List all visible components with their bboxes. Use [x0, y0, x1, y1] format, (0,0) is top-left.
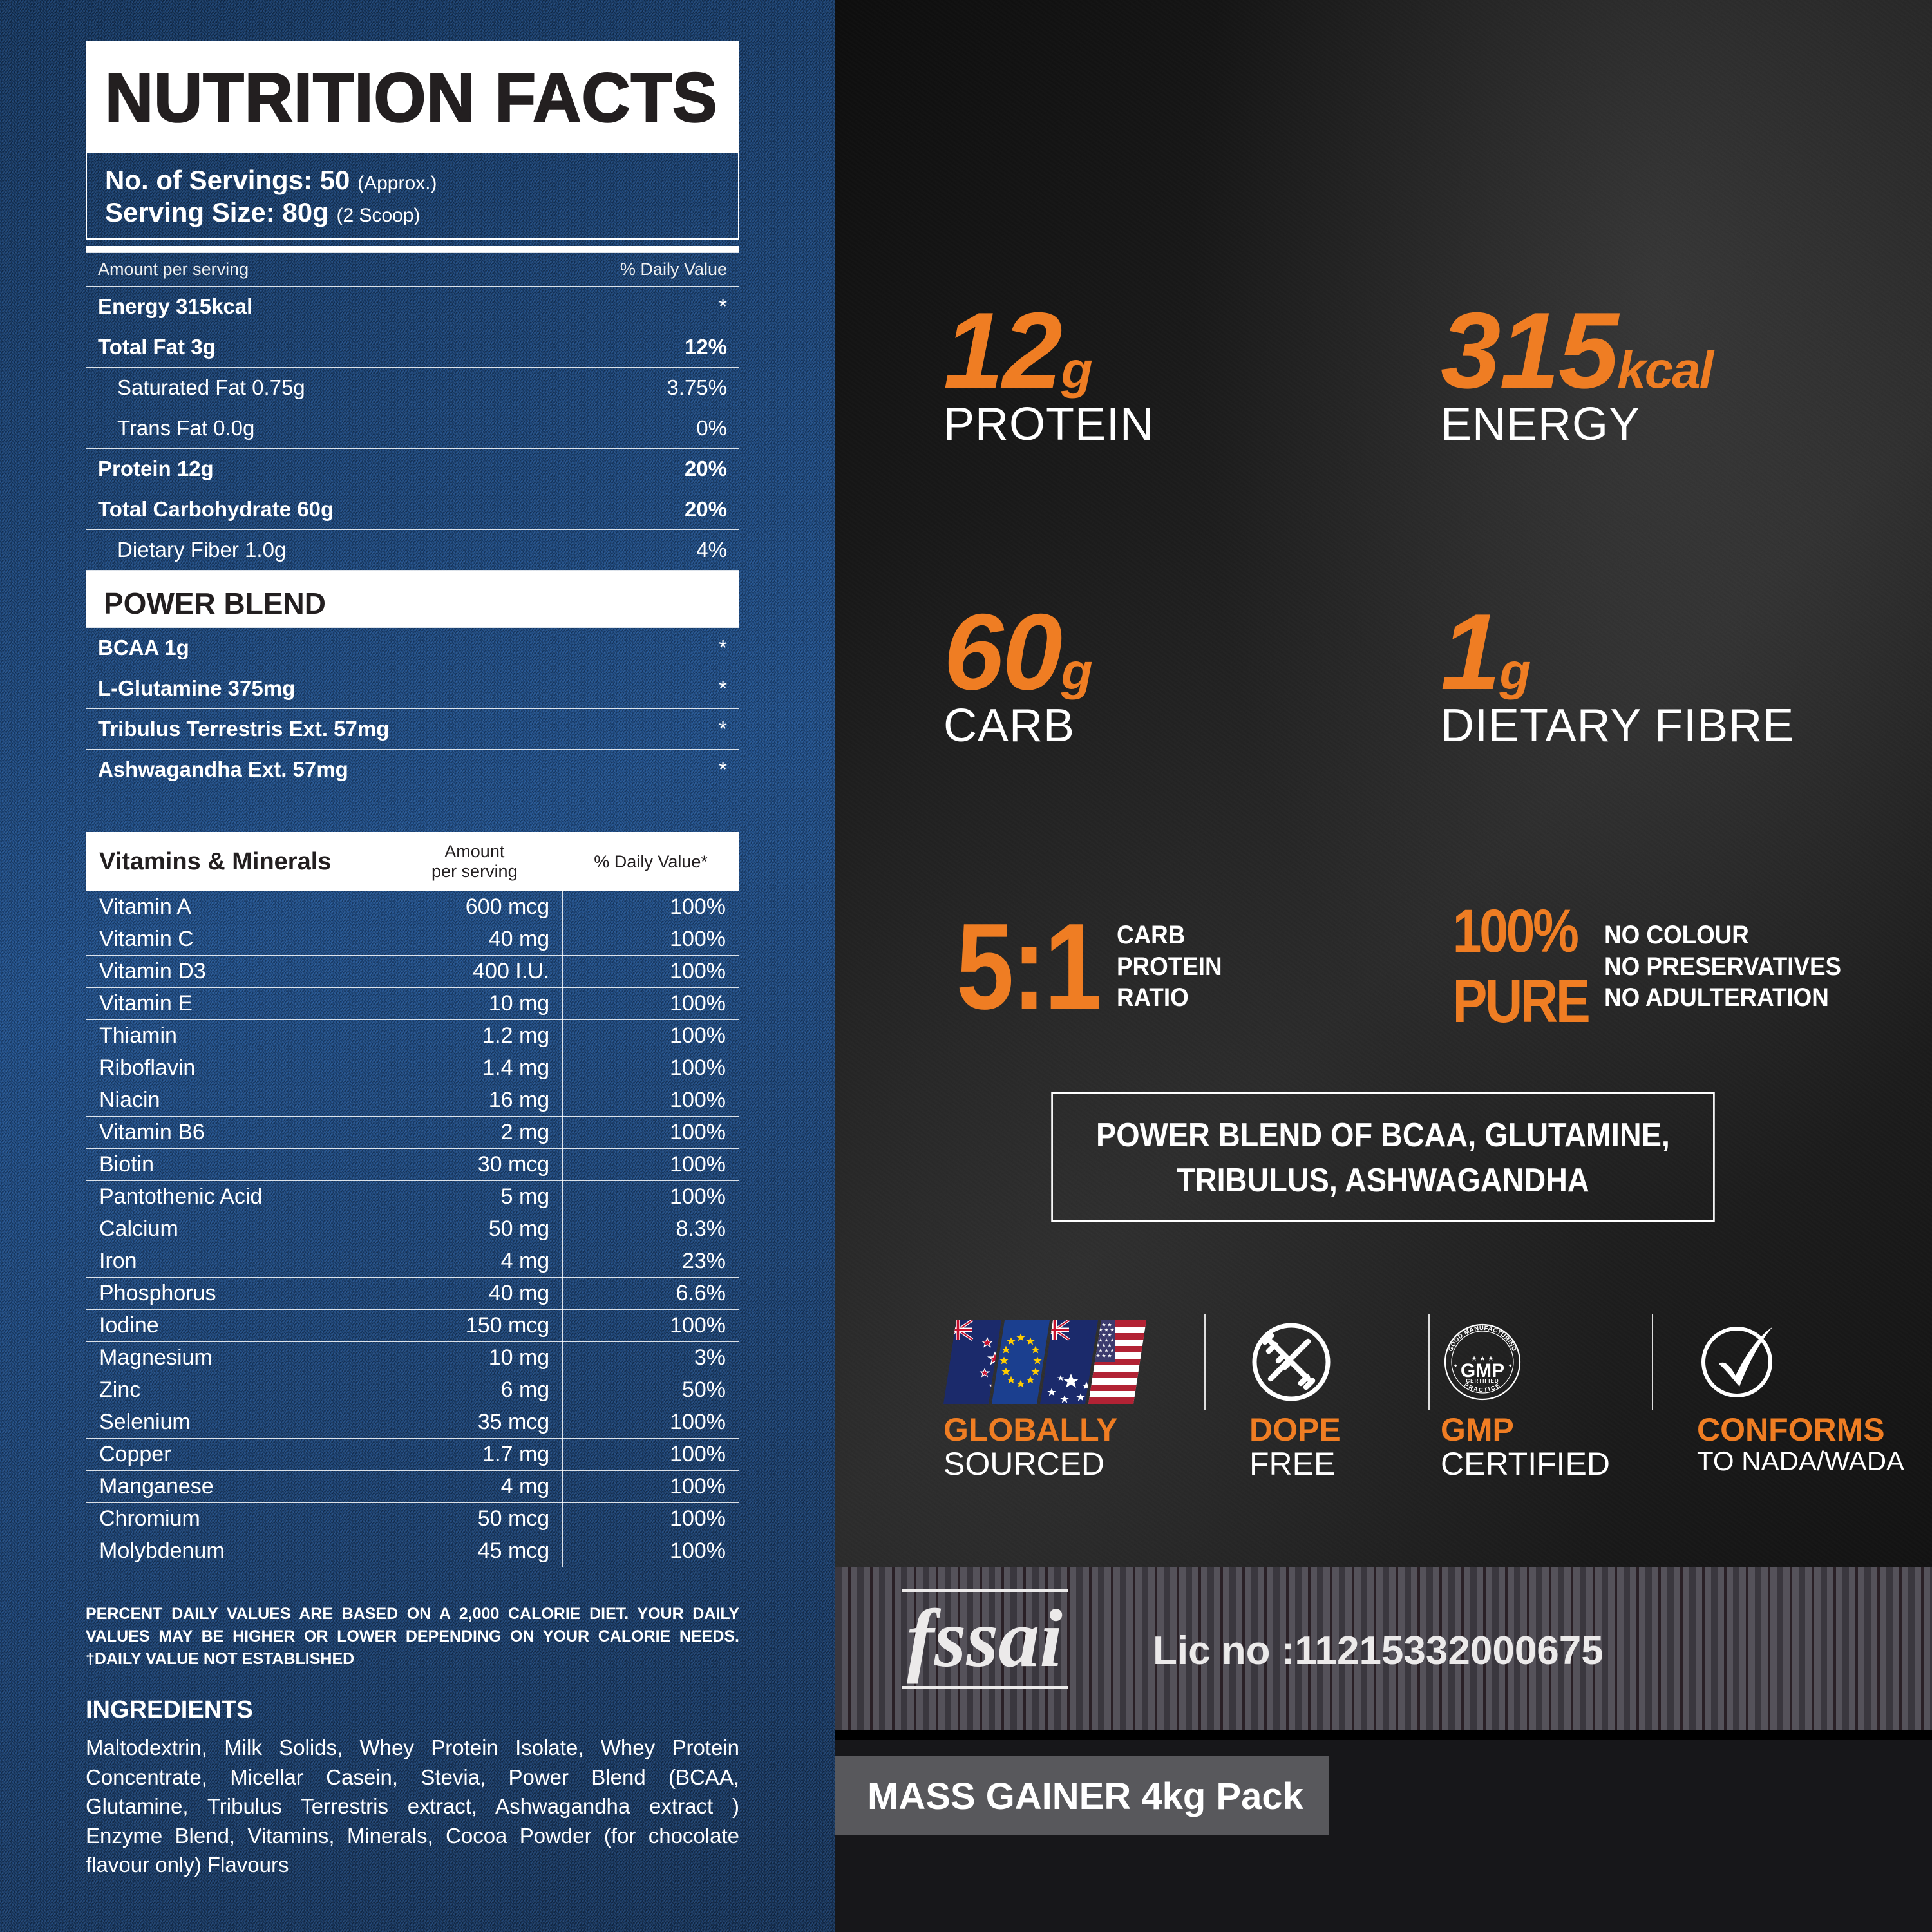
- svg-text:★: ★: [1508, 1363, 1512, 1368]
- svg-text:★: ★: [1454, 1363, 1457, 1368]
- svg-text:CERTIFIED: CERTIFIED: [1466, 1378, 1499, 1384]
- svg-text:GOOD MANUFACTURING: GOOD MANUFACTURING: [1447, 1325, 1518, 1352]
